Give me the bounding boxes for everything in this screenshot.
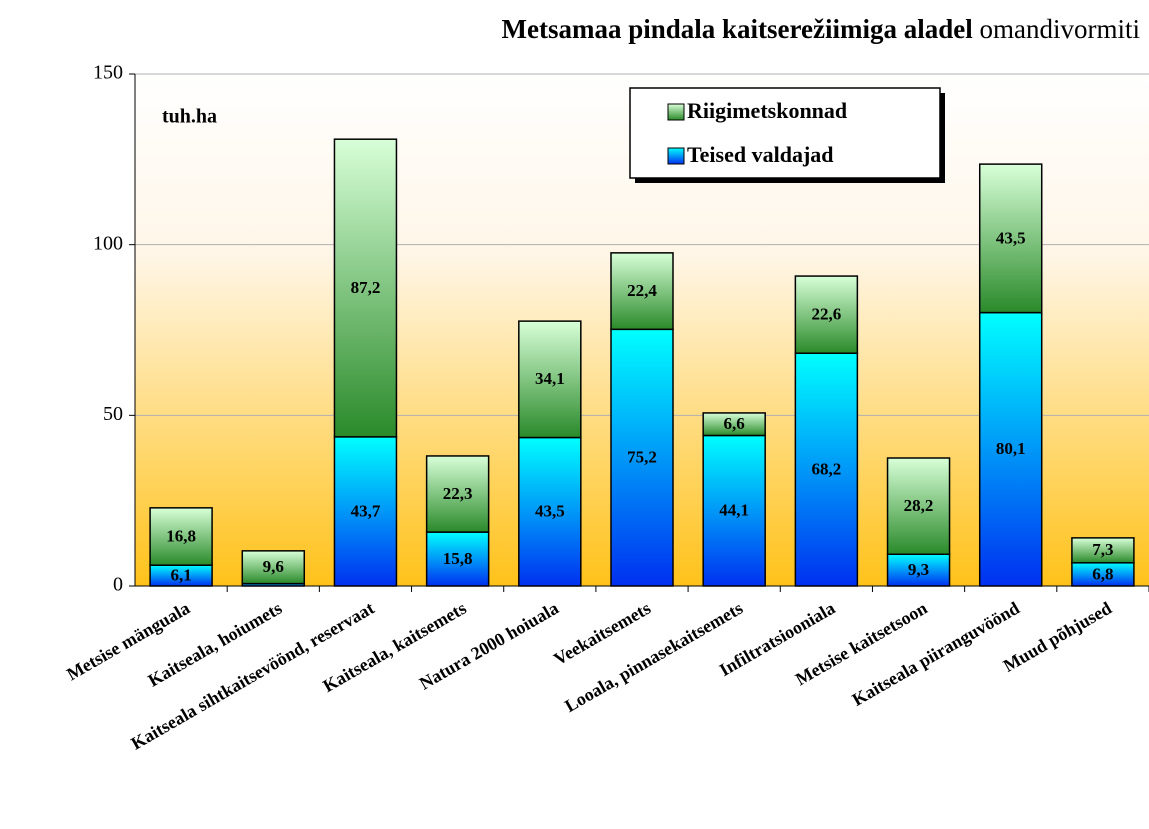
legend-swatch (667, 103, 685, 121)
bar-segment (978, 163, 1043, 314)
data-label: 22,3 (443, 484, 473, 503)
data-label: 16,8 (166, 526, 196, 545)
bar-segment (978, 311, 1043, 587)
data-label: 43,7 (351, 501, 381, 520)
bar-segment (794, 275, 859, 354)
data-label: 22,4 (627, 281, 657, 300)
bar-segment (702, 434, 766, 587)
data-label: 34,1 (535, 369, 565, 388)
bar-segment (425, 531, 490, 587)
y-tick-label: 50 (103, 403, 123, 425)
unit-label: tuh.ha (162, 106, 217, 128)
data-label: 43,5 (996, 228, 1026, 247)
data-label: 22,6 (811, 305, 841, 324)
bar-segment (1071, 537, 1135, 564)
x-tick-label: Kaitseala piiranguvöönd (849, 598, 1023, 710)
data-label: 28,2 (904, 496, 934, 515)
data-label: 9,3 (908, 560, 929, 579)
data-label: 6,8 (1092, 564, 1113, 583)
data-label: 80,1 (996, 439, 1026, 458)
bar-segment (886, 457, 951, 556)
y-tick-label: 0 (113, 574, 123, 596)
data-label: 7,3 (1092, 540, 1113, 559)
subtitle: omandivormiti (980, 14, 1140, 44)
bar-segment (794, 352, 859, 587)
data-label: 9,6 (263, 557, 284, 576)
bar-segment (333, 138, 398, 438)
data-label: 43,5 (535, 502, 565, 521)
data-label: 15,8 (443, 549, 473, 568)
data-label: 75,2 (627, 448, 657, 467)
bar-segment (702, 412, 766, 437)
legend-swatch (667, 147, 685, 165)
data-label: 68,2 (811, 460, 841, 479)
y-tick-label: 150 (93, 62, 123, 84)
bar-segment (333, 436, 398, 587)
y-tick-label: 100 (93, 232, 123, 254)
legend-label: Riigimetskonnad (687, 98, 847, 123)
legend-label: Teised valdajad (687, 142, 834, 167)
data-label: 6,1 (170, 565, 191, 584)
bar-segment (149, 507, 213, 566)
x-tick-label: Looala, pinnasekaitsemets (561, 598, 746, 716)
data-label: 6,6 (724, 414, 745, 433)
bar-segment (241, 550, 306, 585)
bar-segment (610, 252, 674, 331)
data-label: 44,1 (719, 501, 749, 520)
bar-segment (518, 320, 582, 439)
bar-segment (518, 436, 582, 587)
title: Metsamaa pindala kaitserežiimiga aladel (502, 14, 974, 44)
data-label: 87,2 (351, 278, 381, 297)
bar-segment (425, 455, 490, 533)
bar-segment (610, 328, 674, 587)
chart-title: Metsamaa pindala kaitserežiimiga aladel … (502, 14, 1140, 44)
